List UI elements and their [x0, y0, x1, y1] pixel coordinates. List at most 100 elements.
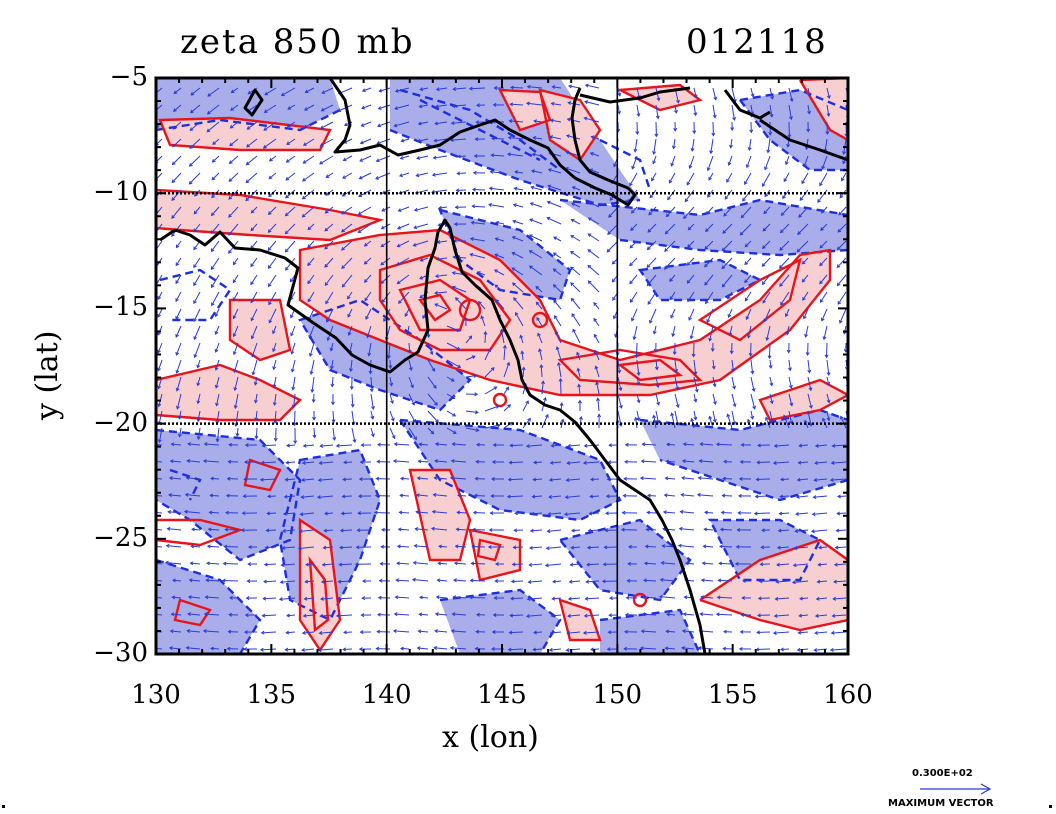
- wind-vector: [584, 117, 600, 123]
- wind-vector-head: [412, 560, 417, 565]
- wind-vector-head: [707, 193, 711, 198]
- wind-vector-head: [450, 629, 455, 634]
- wind-vector: [788, 410, 793, 424]
- wind-vector-head: [214, 384, 219, 389]
- wind-vector: [546, 217, 562, 225]
- wind-vector-head: [304, 89, 309, 94]
- wind-vector-head: [647, 301, 652, 305]
- wind-vector-head: [253, 399, 258, 404]
- wind-vector-head: [554, 315, 558, 319]
- wind-vector-head: [530, 185, 535, 190]
- wind-vector-head: [286, 443, 290, 448]
- wind-vector: [566, 478, 581, 481]
- wind-vector-head: [751, 388, 756, 393]
- wind-vector: [175, 291, 182, 302]
- wind-vector-head: [221, 578, 226, 583]
- wind-vector: [674, 376, 679, 390]
- wind-vector: [703, 545, 714, 548]
- wind-vector-head: [830, 630, 835, 635]
- wind-vector-head: [434, 402, 438, 406]
- wind-vector-head: [416, 476, 421, 481]
- wind-vector: [380, 240, 391, 247]
- wind-vector-head: [322, 545, 327, 550]
- x-axis-label: x (lon): [442, 720, 539, 755]
- wind-vector-head: [267, 229, 272, 233]
- wind-vector-head: [260, 630, 265, 635]
- wind-vector-head: [571, 202, 576, 207]
- wind-vector-head: [263, 109, 268, 113]
- wind-vector: [804, 420, 809, 429]
- wind-vector: [268, 223, 277, 233]
- wind-vector-head: [560, 418, 565, 423]
- wind-vector: [251, 342, 258, 357]
- wind-vector: [348, 325, 353, 336]
- wind-vector-head: [686, 280, 691, 284]
- wind-vector: [796, 495, 809, 498]
- wind-vector: [788, 104, 792, 120]
- wind-vector-head: [529, 202, 534, 206]
- wind-vector-head: [455, 188, 460, 193]
- wind-vector-head: [476, 612, 480, 617]
- wind-vector-head: [678, 526, 683, 531]
- wind-vector-head: [434, 290, 438, 295]
- wind-vector: [418, 630, 429, 633]
- wind-vector: [342, 495, 353, 498]
- wind-vector: [393, 630, 410, 633]
- wind-vector-head: [658, 594, 663, 599]
- wind-vector-head: [451, 271, 456, 275]
- wind-vector: [435, 613, 448, 616]
- wind-vector: [321, 597, 334, 600]
- wind-vector: [465, 410, 478, 414]
- wind-vector: [740, 206, 752, 219]
- wind-vector: [189, 579, 201, 582]
- wind-vector-head: [363, 260, 368, 265]
- wind-vector: [207, 87, 220, 97]
- wind-vector: [302, 461, 315, 464]
- wind-vector: [549, 495, 562, 498]
- wind-vector-head: [380, 225, 385, 230]
- wind-vector-head: [263, 562, 268, 567]
- wind-vector: [512, 236, 524, 242]
- wind-vector: [549, 648, 562, 651]
- wind-vector-head: [419, 258, 424, 262]
- wind-vector-head: [347, 332, 352, 336]
- wind-vector-head: [506, 494, 511, 499]
- wind-vector: [646, 257, 657, 268]
- wind-vector-head: [569, 562, 574, 567]
- wind-vector-head: [301, 460, 306, 465]
- wind-vector-head: [507, 135, 512, 140]
- wind-vector-head: [565, 134, 570, 139]
- wind-vector-head: [302, 142, 307, 146]
- wind-vector: [536, 301, 543, 310]
- wind-vector-head: [492, 613, 497, 618]
- wind-vector: [397, 545, 410, 548]
- wind-vector: [819, 274, 828, 284]
- wind-vector-head: [206, 561, 210, 566]
- wind-vector: [739, 223, 752, 236]
- wind-vector-head: [410, 384, 414, 389]
- wind-vector-head: [286, 123, 291, 128]
- wind-vector-head: [776, 545, 781, 550]
- wind-vector: [807, 376, 812, 391]
- wind-vector: [688, 308, 695, 321]
- wind-vector-head: [538, 348, 542, 353]
- wind-vector: [399, 511, 410, 514]
- wind-vector-head: [669, 296, 674, 301]
- wind-vector-head: [814, 630, 818, 635]
- wind-vector: [427, 393, 438, 406]
- wind-vector: [165, 562, 182, 565]
- wind-vector: [300, 512, 315, 515]
- wind-vector-head: [293, 440, 298, 445]
- map-gridlines: [156, 78, 848, 654]
- wind-vector: [792, 580, 809, 583]
- wind-vector-head: [329, 347, 334, 352]
- x-tick-label: 145: [477, 680, 527, 710]
- wind-vector-head: [528, 265, 533, 270]
- wind-vector-head: [527, 579, 532, 584]
- wind-vector-head: [744, 297, 749, 302]
- wind-vector-head: [474, 476, 479, 481]
- wind-vector: [512, 563, 524, 566]
- wind-vector-head: [779, 283, 783, 287]
- wind-vector: [204, 613, 220, 616]
- wind-vector-head: [717, 578, 722, 583]
